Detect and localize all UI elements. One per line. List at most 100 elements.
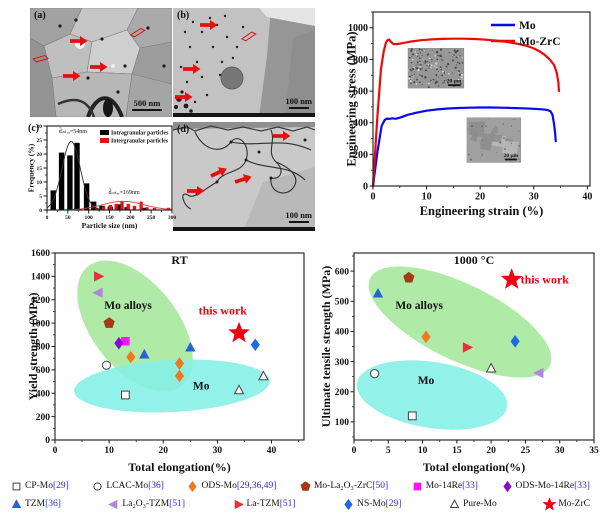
x-tick-label: 40 <box>267 446 277 456</box>
red-arrow-icon <box>70 36 88 46</box>
legend-marker-diamond-icon <box>188 480 198 492</box>
hist-bar <box>120 201 124 210</box>
red-arrow-icon <box>63 71 81 81</box>
particle-dot <box>215 180 219 184</box>
dislocation-line <box>230 141 312 151</box>
red-arrow-icon <box>234 174 252 184</box>
legend-label: Mo-ZrC <box>558 499 590 509</box>
scale-bar-d: 100 nm <box>285 210 312 223</box>
y-tick-label: 400 <box>353 118 368 129</box>
particle-dot <box>235 45 239 49</box>
red-arrow-icon <box>200 20 218 30</box>
y-tick-label: 600 <box>36 366 51 376</box>
particle-dot <box>174 105 178 109</box>
particle-dot <box>200 30 204 34</box>
data-point-LCAC-Mo <box>101 360 112 370</box>
legend-label: Mo-La₂O₃-ZrC <box>313 481 373 491</box>
panel-label-a: (a) <box>34 10 46 21</box>
tem-image-d <box>173 122 315 231</box>
legend-label: ODS-Mo-14Re <box>515 481 575 491</box>
tem-image-b <box>173 8 315 117</box>
legend-ref: [36] <box>45 499 61 509</box>
particle-dot <box>162 64 166 68</box>
legend-marker-triangle-up-open-icon <box>449 498 460 508</box>
legend-item-NS-Mo: NS-Mo [29] <box>342 498 401 511</box>
hist-bar <box>102 206 106 210</box>
hist-annotation: d̄ᵢₙₜᵣₐ=54nm <box>59 128 88 135</box>
yield-strength-scatter: 0 10 20 30 4002004006008001000120014001600To… <box>26 249 305 474</box>
hist-bar <box>152 208 157 210</box>
particle-dot <box>189 109 193 113</box>
legend-item-La2O3-TZM: La₂O₃-TZM [51] <box>107 498 185 511</box>
legend-marker-square-open-icon <box>12 482 21 490</box>
legend-ref: [29] <box>385 499 402 509</box>
plot-frame <box>372 11 591 187</box>
x-tick-label: 0 <box>46 215 49 221</box>
red-outline-icon <box>32 54 49 63</box>
x-axis-label: Total elongation(%) <box>128 460 231 474</box>
chart-title: RT <box>171 253 187 267</box>
particle-dot <box>229 140 233 144</box>
data-point-LCAC-Mo <box>369 369 380 379</box>
x-tick-label: 30 <box>529 192 539 203</box>
y-axis-label: Frequency (%) <box>27 143 36 192</box>
y-tick-label: 1400 <box>31 273 50 283</box>
red-arrow-icon <box>187 186 205 196</box>
red-arrow-icon <box>175 92 193 102</box>
grain <box>131 41 172 85</box>
legend-ref: [36] <box>148 481 164 491</box>
data-point-ODS-Mo <box>421 330 431 344</box>
hist-legend-swatch <box>100 138 109 143</box>
legend-ref: [33] <box>462 481 478 491</box>
inset-scale-label: 20 μm <box>504 153 519 159</box>
x-tick-label: 15 <box>452 446 462 456</box>
legend-item-ODS-Mo-14Re: ODS-Mo-14Re [33] <box>501 480 590 493</box>
legend-item-CP-Mo: CP-Mo [29] <box>10 480 69 493</box>
legend-label: TZM <box>25 499 46 509</box>
x-tick-label: 20 <box>475 192 485 203</box>
data-point-La2O3-TZM <box>533 367 544 379</box>
scale-bar-line-b <box>288 106 309 109</box>
sem-inset-image: 20 μm <box>407 48 465 89</box>
legend-item-ODS-Mo: ODS-Mo [29,36,49] <box>186 480 276 493</box>
data-point-Mo-La2O3-ZrC <box>103 317 115 328</box>
legend-ref: [29,36,49] <box>236 481 277 491</box>
hist-bar <box>114 203 118 210</box>
legend-ref: [51] <box>279 499 296 509</box>
legend-ref: [33] <box>574 481 590 491</box>
dislocation-line <box>270 161 297 194</box>
legend-item-Mo-14Re: Mo-14Re [33] <box>411 480 478 493</box>
x-tick-label: 35 <box>589 446 599 456</box>
y-axis-label: Yield strength (MPa) <box>26 293 40 401</box>
marker-triangle-up-icon <box>11 498 22 508</box>
legend-item-Mo-La2O3-ZrC: Mo-La₂O₃-ZrC [50] <box>299 480 388 493</box>
legend-label: Mo-14Re <box>425 481 463 491</box>
red-arrow-icon <box>90 62 108 72</box>
tem-panel-b: (b) 100 nm <box>173 8 315 117</box>
particle-dot <box>86 76 90 80</box>
hist-legend-label: Intergranular particles <box>111 139 169 145</box>
y-axis-label: Ultimate tensile strength (MPa) <box>319 266 333 427</box>
legend-item-La-TZM: La-TZM [51] <box>232 498 296 511</box>
y-tick-label: 25 <box>37 138 43 144</box>
particle-dot <box>231 56 235 60</box>
scale-bar-a: 500 nm <box>132 98 162 111</box>
plot-frame <box>46 125 173 211</box>
x-tick-label: 30 <box>213 446 223 456</box>
data-point-Mo-La2O3-ZrC <box>403 271 415 283</box>
particle-dot <box>116 90 120 94</box>
x-tick-label: 0 <box>352 446 357 456</box>
inset-scale-bar <box>504 158 517 161</box>
y-tick-label: 5 <box>39 194 42 200</box>
particle-dot <box>241 25 245 29</box>
inset-scale-bar <box>448 84 461 87</box>
y-axis-label: Engineering stress (MPa) <box>345 31 359 166</box>
legend-item-TZM: TZM [36] <box>10 498 61 511</box>
grain <box>125 73 172 117</box>
region-label: Mo <box>193 381 210 393</box>
hist-bar <box>126 203 130 210</box>
inset-scale-label: 20 μm <box>447 79 462 85</box>
dislocation-line <box>182 181 218 210</box>
legend-item-LCAC-Mo: LCAC-Mo [36] <box>91 480 164 493</box>
